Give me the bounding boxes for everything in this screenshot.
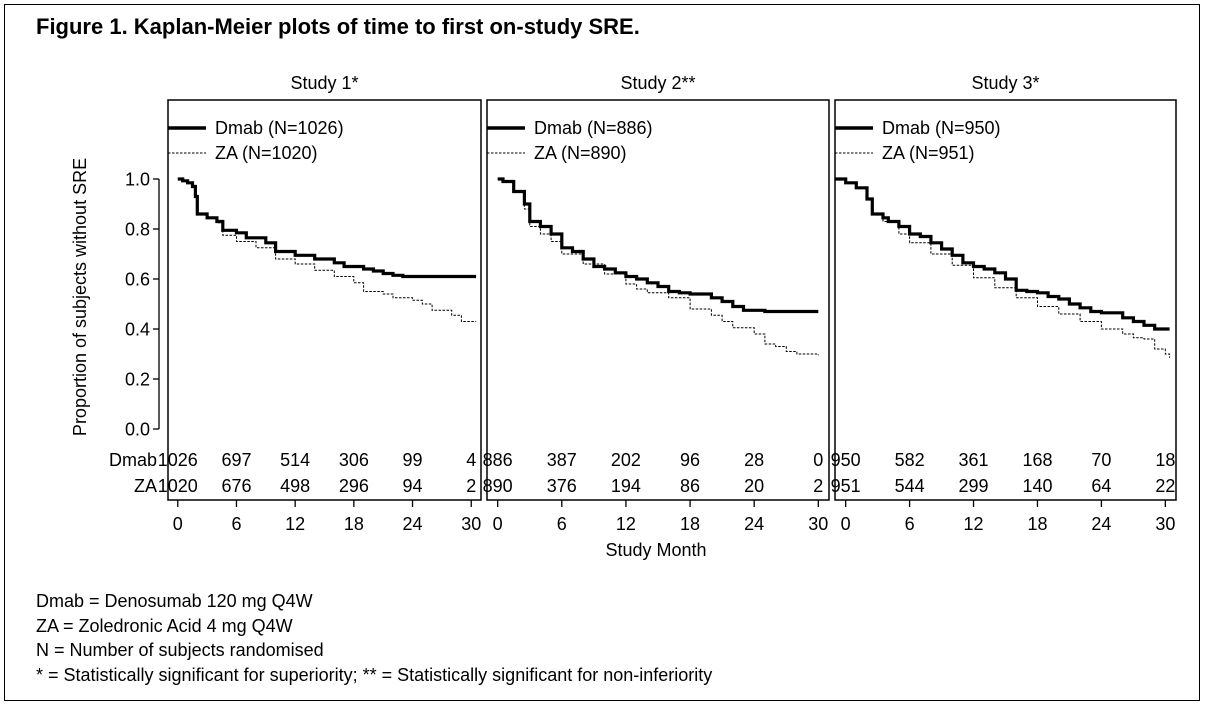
legend-label-dmab: Dmab (N=1026) <box>215 118 344 138</box>
x-tick-label: 30 <box>461 514 481 534</box>
footnote-dmab: Dmab = Denosumab 120 mg Q4W <box>36 591 313 611</box>
legend-label-dmab: Dmab (N=950) <box>882 118 1001 138</box>
x-axis-label: Study Month <box>605 540 706 560</box>
x-tick-label: 24 <box>403 514 423 534</box>
x-tick-label: 0 <box>493 514 503 534</box>
at-risk-dmab: 4 <box>466 450 476 470</box>
at-risk-dmab: 18 <box>1155 450 1175 470</box>
at-risk-za: 2 <box>466 476 476 496</box>
at-risk-za: 20 <box>744 476 764 496</box>
at-risk-za: 951 <box>831 476 861 496</box>
panel-2: Study 2** Dmab (N=886) ZA (N=890) 0 6 12 18 24 3… <box>483 73 830 534</box>
panel-3: Study 3* Dmab (N=950) ZA (N=951) 0 6 12 18 24 30… <box>831 73 1177 534</box>
at-risk-za: 376 <box>547 476 577 496</box>
km-curve-za <box>497 178 819 356</box>
legend-label-za: ZA (N=890) <box>534 143 627 163</box>
y-tick-label: 0.2 <box>125 370 150 390</box>
x-tick-label: 6 <box>905 514 915 534</box>
at-risk-dmab: 1026 <box>158 450 198 470</box>
at-risk-za: 2 <box>813 476 823 496</box>
legend-label-za: ZA (N=1020) <box>215 143 318 163</box>
at-risk-dmab: 697 <box>221 450 251 470</box>
risk-label-za: ZA <box>134 476 157 496</box>
legend-label-dmab: Dmab (N=886) <box>534 118 653 138</box>
x-tick-label: 6 <box>557 514 567 534</box>
x-tick-label: 0 <box>841 514 851 534</box>
at-risk-dmab: 361 <box>959 450 989 470</box>
y-tick-label: 0.6 <box>125 270 150 290</box>
at-risk-dmab: 99 <box>403 450 423 470</box>
at-risk-za: 194 <box>611 476 641 496</box>
y-tick-label: 1.0 <box>125 170 150 190</box>
x-tick-label: 6 <box>231 514 241 534</box>
legend-label-za: ZA (N=951) <box>882 143 975 163</box>
at-risk-za: 498 <box>280 476 310 496</box>
at-risk-dmab: 0 <box>813 450 823 470</box>
km-curve-dmab <box>835 177 1170 331</box>
at-risk-za: 94 <box>403 476 423 496</box>
at-risk-za: 86 <box>680 476 700 496</box>
footnote-significance: * = Statistically significant for superi… <box>36 664 713 685</box>
at-risk-dmab: 70 <box>1091 450 1111 470</box>
y-axis: 0.0 0.2 0.4 0.6 0.8 1.0 <box>125 170 160 440</box>
at-risk-za: 22 <box>1155 476 1175 496</box>
x-tick-label: 24 <box>744 514 764 534</box>
at-risk-dmab: 950 <box>831 450 861 470</box>
panel-frame <box>167 99 482 501</box>
x-tick-label: 12 <box>616 514 636 534</box>
at-risk-dmab: 514 <box>280 450 310 470</box>
at-risk-za: 1020 <box>158 476 198 496</box>
footnote-n: N = Number of subjects randomised <box>36 640 324 660</box>
panels: 0.0 0.2 0.4 0.6 0.8 1.0 Dmab ZA Study 1* Dmab (N=… <box>109 73 1177 534</box>
at-risk-za: 676 <box>221 476 251 496</box>
figure-frame <box>4 4 1200 701</box>
panel-title: Study 3* <box>971 73 1039 93</box>
panel-title: Study 1* <box>290 73 358 93</box>
at-risk-za: 890 <box>483 476 513 496</box>
y-tick-label: 0.4 <box>125 320 150 340</box>
km-curve-dmab <box>497 177 819 314</box>
at-risk-za: 140 <box>1022 476 1052 496</box>
figure-title: Figure 1. Kaplan-Meier plots of time to … <box>36 14 640 39</box>
panel-title: Study 2** <box>620 73 695 93</box>
at-risk-dmab: 582 <box>895 450 925 470</box>
km-curve-za <box>177 178 477 322</box>
footnotes: Dmab = Denosumab 120 mg Q4W ZA = Zoledro… <box>36 589 712 687</box>
at-risk-za: 299 <box>959 476 989 496</box>
at-risk-dmab: 96 <box>680 450 700 470</box>
km-curve-za <box>835 178 1171 358</box>
x-tick-label: 12 <box>964 514 984 534</box>
y-axis-label: Proportion of subjects without SRE <box>70 158 90 436</box>
footnote-za: ZA = Zoledronic Acid 4 mg Q4W <box>36 615 293 636</box>
x-tick-label: 0 <box>173 514 183 534</box>
x-tick-label: 18 <box>344 514 364 534</box>
risk-label-dmab: Dmab <box>109 450 157 470</box>
at-risk-dmab: 387 <box>547 450 577 470</box>
x-tick-label: 12 <box>285 514 305 534</box>
at-risk-dmab: 28 <box>744 450 764 470</box>
panel-frame <box>834 99 1177 501</box>
at-risk-dmab: 202 <box>611 450 641 470</box>
x-tick-label: 24 <box>1091 514 1111 534</box>
at-risk-dmab: 886 <box>483 450 513 470</box>
y-tick-label: 0.0 <box>125 420 150 440</box>
at-risk-za: 296 <box>339 476 369 496</box>
x-tick-label: 18 <box>1027 514 1047 534</box>
at-risk-dmab: 306 <box>339 450 369 470</box>
at-risk-dmab: 168 <box>1022 450 1052 470</box>
panel-1: Study 1*Dmab (N=1026)ZA (N=1020)0 6 12 18 24… <box>158 73 482 534</box>
at-risk-za: 64 <box>1091 476 1111 496</box>
x-tick-label: 18 <box>680 514 700 534</box>
x-tick-label: 30 <box>1155 514 1175 534</box>
at-risk-za: 544 <box>895 476 925 496</box>
panel-frame <box>486 99 830 501</box>
y-tick-label: 0.8 <box>125 220 150 240</box>
x-tick-label: 30 <box>808 514 828 534</box>
